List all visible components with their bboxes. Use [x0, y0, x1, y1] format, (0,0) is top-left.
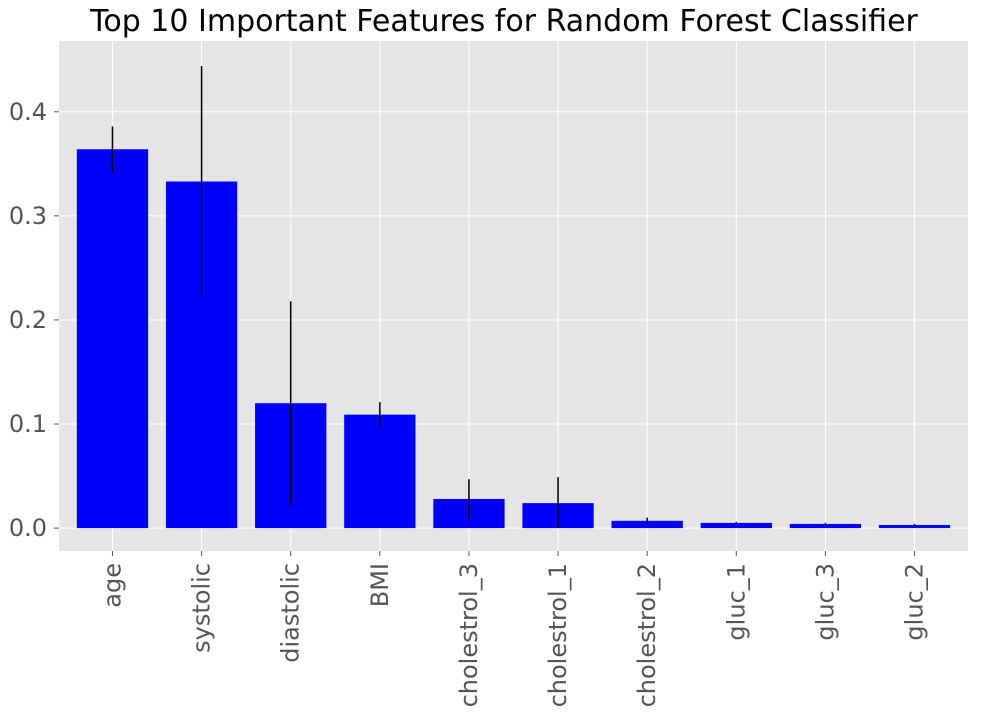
chart-title: Top 10 Important Features for Random For…: [90, 4, 918, 39]
x-tick-label: cholestrol_1: [544, 563, 572, 707]
x-tick-label: age: [98, 563, 126, 608]
bar-cholestrol_2: [611, 520, 683, 529]
x-tick-label: BMI: [366, 563, 394, 607]
y-tick-label: 0.1: [9, 410, 47, 438]
y-tick-label: 0.3: [9, 202, 47, 230]
x-tick-label: gluc_1: [722, 563, 750, 641]
x-tick-label: systolic: [188, 563, 216, 653]
y-tick-label: 0.4: [9, 98, 47, 126]
x-tick-label: gluc_3: [811, 563, 839, 641]
x-tick-label: cholestrol_2: [633, 563, 661, 707]
bars: [76, 149, 951, 529]
bar-gluc_1: [700, 522, 772, 529]
x-axis-ticks: age systolic diastolic BMI cholestrol_3 chole…: [98, 551, 929, 707]
bar-gluc_2: [878, 524, 951, 529]
y-tick-label: 0.2: [9, 306, 47, 334]
x-tick-label: gluc_2: [901, 563, 929, 641]
y-axis-ticks: 0.0 0.1 0.2 0.3 0.4: [9, 98, 59, 542]
bar-BMI: [344, 414, 416, 529]
x-tick-label: diastolic: [277, 563, 305, 663]
y-tick-label: 0.0: [9, 514, 47, 542]
x-tick-label: cholestrol_3: [455, 563, 483, 707]
error-bars: [111, 65, 916, 529]
bar-gluc_3: [789, 523, 862, 529]
bar-age: [76, 149, 149, 529]
